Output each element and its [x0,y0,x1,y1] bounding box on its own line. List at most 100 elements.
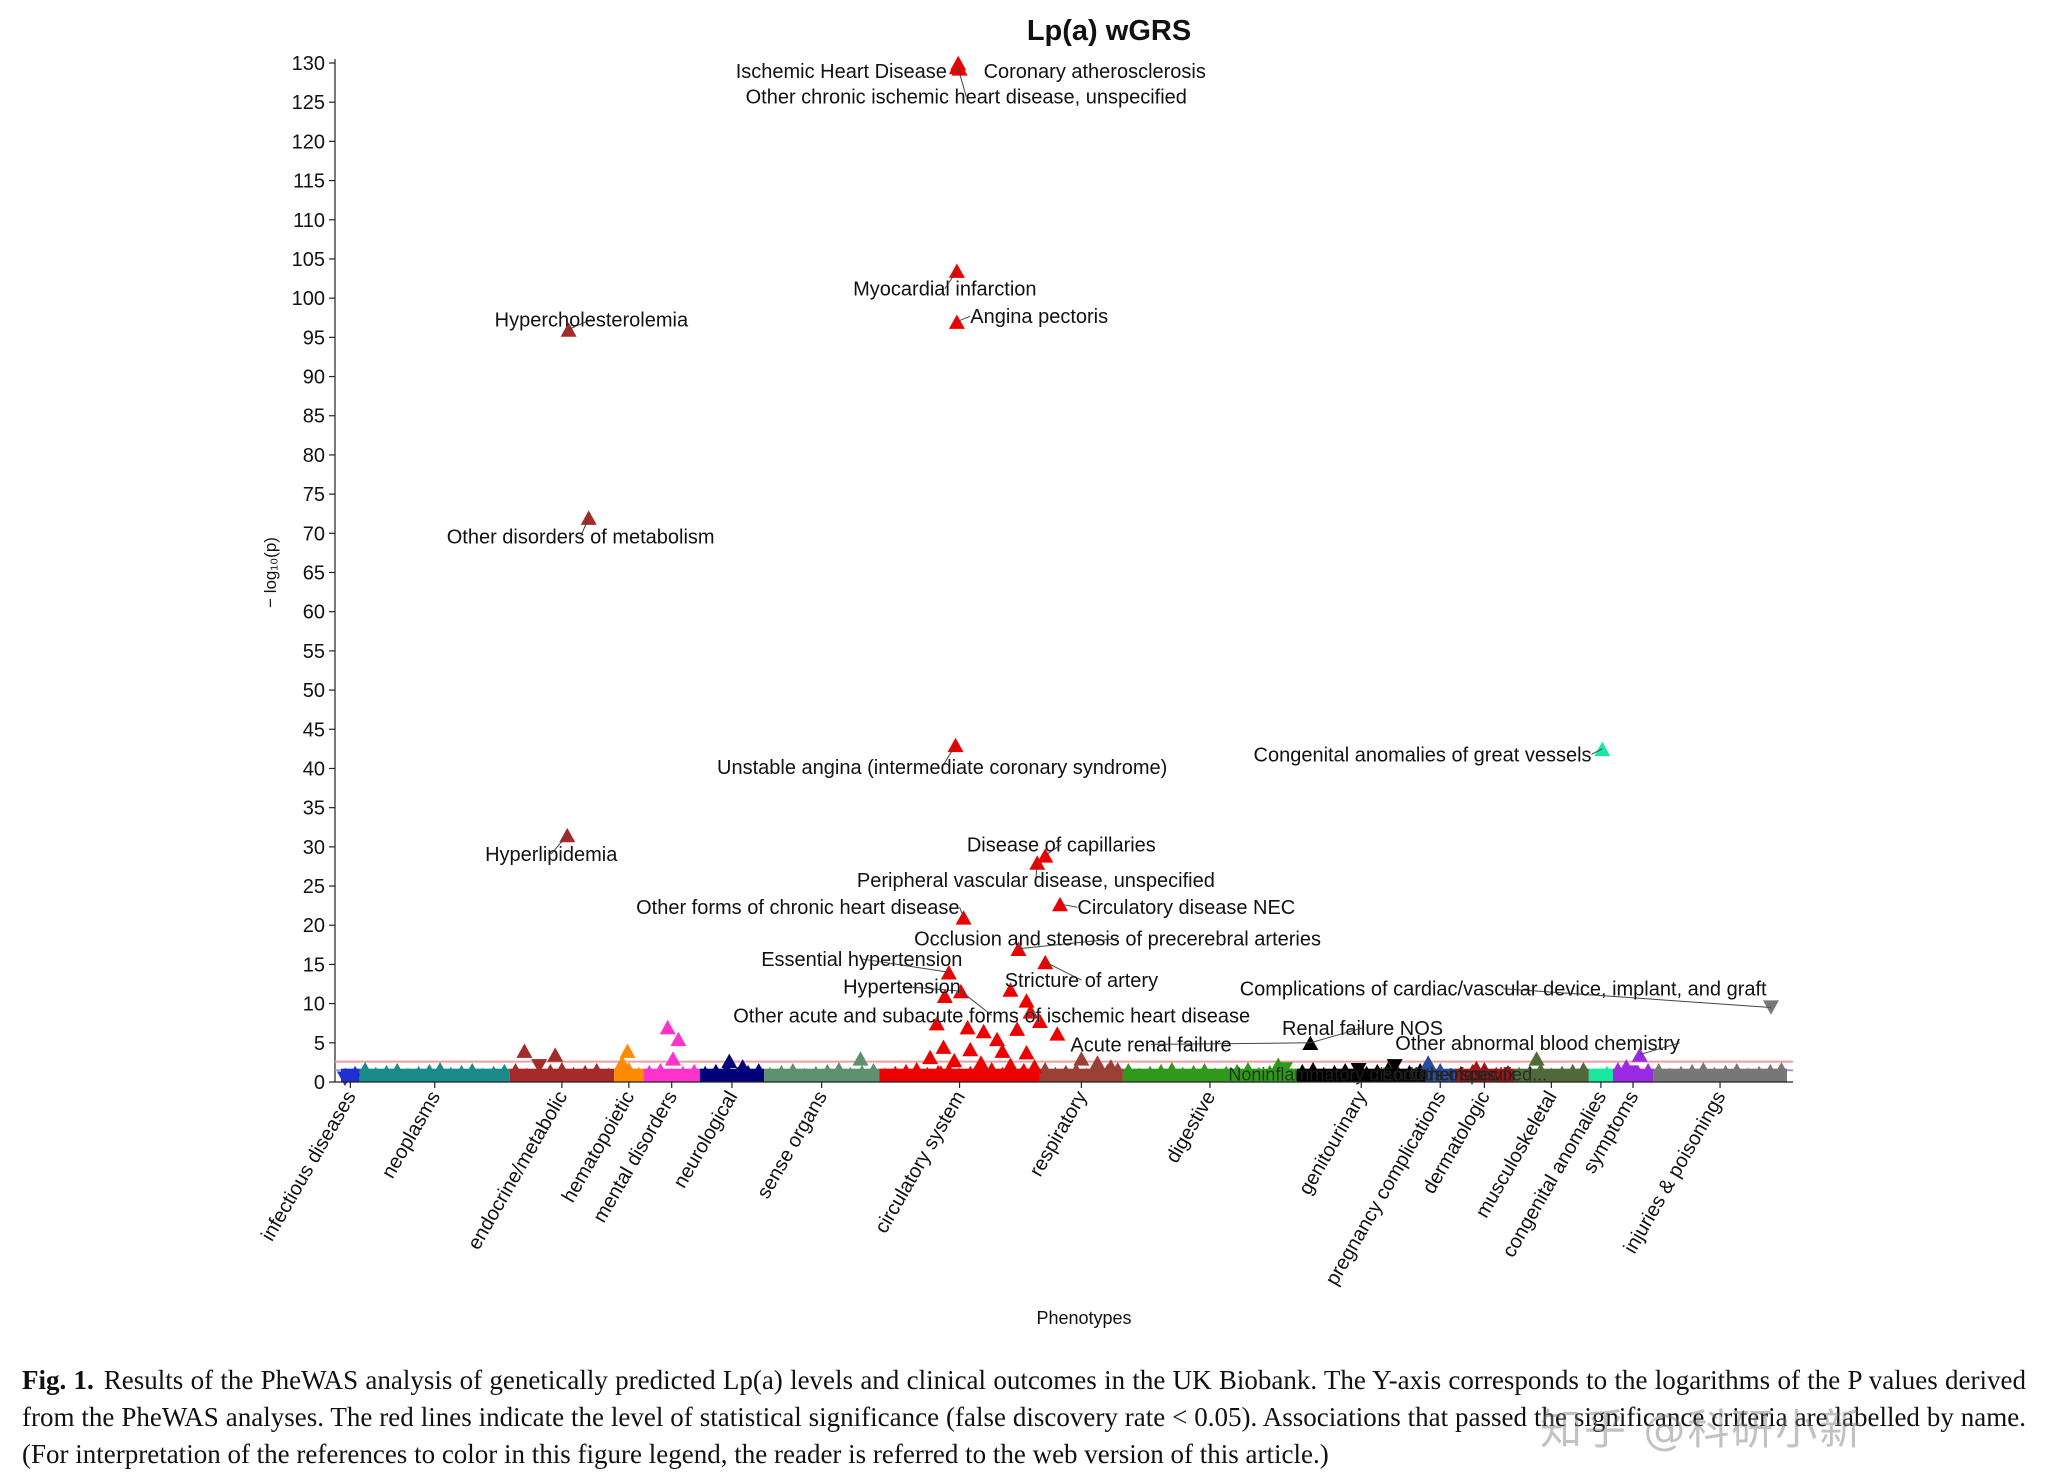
x-tick-label: neurological [669,1088,742,1192]
data-point [1018,993,1035,1008]
baseline-point [1414,1062,1426,1073]
baseline-point [921,1066,933,1077]
y-axis-label: − log₁₀(p) [261,537,280,608]
baseline-point [821,1063,833,1074]
baseline-point [1209,1067,1221,1078]
baseline-point [1731,1062,1743,1073]
data-point [1468,1060,1485,1076]
annotation-label: Other acute and subacute forms of ischem… [733,1005,1250,1027]
data-point [614,1055,631,1070]
annotation-label: Acute renal failure [1070,1034,1231,1056]
data-point [659,1019,676,1035]
x-tick-label: genitourinary [1295,1088,1372,1199]
annotation-label: Complications of cardiac/vascular device… [1240,979,1767,1001]
watermark: 知乎 @科研小新 [1540,1405,1864,1454]
category-baseline-band [359,1068,510,1082]
caption-lead: Fig. 1. [22,1365,94,1395]
baseline-point [775,1064,787,1075]
baseline-point [1242,1062,1254,1072]
data-point [1002,1057,1019,1072]
baseline-point [1155,1063,1167,1074]
annotation-leader [959,907,965,918]
figure: Lp(a) wGRS 0 5 10 15 20 25 30 35 40 45 50 55 60 65 70 75… [257,15,1793,1328]
baseline-point [889,1065,901,1076]
annotation-leader [1059,903,1078,908]
baseline-point [996,1066,1008,1077]
baseline-point [844,1066,856,1077]
baseline-point [1424,1064,1436,1075]
y-tick-label: 95 [303,327,325,349]
baseline-point [1081,1067,1093,1078]
baseline-point [1371,1063,1383,1074]
baseline-point [1601,1065,1613,1076]
annotation-leader [957,68,967,97]
data-point [948,314,965,329]
data-point [994,1043,1011,1058]
baseline-point [381,1064,393,1075]
baseline-point [1444,1067,1456,1078]
baseline-point [1545,1067,1557,1078]
annotation-label: Angina pectoris [970,306,1108,328]
baseline-point [867,1062,879,1073]
baseline-point [1060,1064,1072,1075]
annotation-label: Other abnormal blood chemistry [1395,1033,1680,1055]
baseline-point [466,1062,478,1073]
data-point [721,1053,738,1069]
caption-text: Results of the PheWAS analysis of geneti… [22,1365,2026,1469]
x-tick-label: neoplasms [378,1088,445,1183]
baseline-point [710,1063,722,1074]
annotation-leader [1018,938,1118,950]
baseline-point [591,1062,603,1073]
y-tick-label: 130 [292,53,325,75]
x-tick-label: digestive [1162,1088,1221,1167]
annotation-leader [1151,1042,1311,1045]
baseline-point [1393,1066,1405,1077]
baseline-point [1490,1066,1502,1077]
data-point [972,1055,989,1070]
baseline-point [643,1064,655,1075]
baseline-point [954,1067,966,1078]
baseline-point [1686,1063,1698,1074]
data-point [959,1019,976,1035]
data-point [1031,1013,1048,1029]
annotation-label: Other chronic ischemic heart disease, un… [746,87,1187,109]
baseline-point [1231,1063,1243,1074]
data-point [1026,1059,1043,1074]
annotation-leader [901,985,961,992]
data-point [1073,1051,1090,1066]
y-tick-label: 25 [303,876,325,898]
baseline-point [666,1067,678,1078]
annotation-label: Ischemic Heart Disease [736,61,947,83]
baseline-point [1502,1064,1514,1075]
baseline-point [1535,1062,1547,1073]
x-tick-label: respiratory [1025,1088,1091,1181]
annotation-label: Hypercholesterolemia [495,309,689,331]
category-baseline-band [1653,1068,1787,1082]
data-point [922,1049,939,1065]
data-point [1022,1004,1039,1019]
baseline-point [633,1066,645,1077]
overlap-label: Other specified... [1411,1064,1547,1084]
y-tick-label: 35 [303,798,325,820]
baseline-point [568,1066,580,1077]
y-tick-label: 0 [314,1072,325,1094]
annotation-leader [568,318,592,330]
baseline-point [602,1067,614,1078]
baseline-point [654,1062,666,1073]
data-point [619,1043,636,1058]
y-tick-label: 70 [303,523,325,545]
category-baseline-band [1296,1068,1426,1082]
data-point [531,1059,548,1074]
y-tick-label: 10 [303,994,325,1016]
baseline-point [556,1062,568,1072]
overlap-label: Endometriosis [1382,1064,1496,1084]
baseline-point [753,1062,765,1073]
baseline-point [521,1067,533,1078]
data-point [734,1059,751,1074]
baseline-point [456,1064,467,1075]
data-point [337,1071,354,1087]
baseline-point [1328,1064,1340,1075]
baseline-point [900,1063,912,1074]
baseline-point [964,1065,976,1076]
x-tick-label: sense organs [753,1088,832,1203]
